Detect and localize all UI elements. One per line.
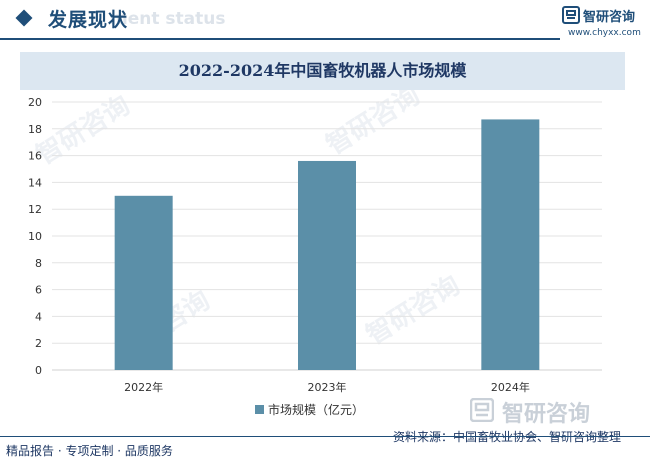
bar [114,195,173,370]
y-tick-label: 20 [28,96,42,109]
chart-title-bar: 2022-2024年中国畜牧机器人市场规模 [20,52,625,90]
footer-divider [0,436,650,437]
y-tick-label: 16 [28,150,42,163]
section-subtitle-ghost: ment status [110,9,226,29]
x-tick-label: 2024年 [491,380,530,394]
legend-swatch [255,405,264,414]
y-tick-label: 0 [35,364,42,377]
logo-icon [562,6,580,24]
x-tick-label: 2022年 [124,380,163,394]
x-tick-label: 2023年 [308,380,347,394]
y-tick-label: 8 [35,257,42,270]
y-tick-label: 4 [35,310,42,323]
y-tick-label: 18 [28,123,42,136]
footer-slogan: 精品报告 · 专项定制 · 品质服务 [6,444,173,458]
header-divider [0,38,560,40]
brand-name: 智研咨询 [583,10,636,25]
y-tick-label: 14 [28,176,42,189]
y-tick-label: 6 [35,284,42,297]
y-tick-label: 10 [28,230,42,243]
logo-icon [470,398,494,422]
legend-label: 市场规模（亿元） [268,402,364,417]
chart-title: 2022-2024年中国畜牧机器人市场规模 [178,61,467,80]
brand-logo: 智研咨询 www.chyxx.com [562,4,648,40]
diamond-icon [15,9,33,27]
y-tick-label: 12 [28,203,42,216]
watermark-logo: 智研咨询 [470,396,640,427]
bar [481,119,540,370]
brand-url: www.chyxx.com [568,28,641,38]
section-header: ment status 发展现状 [0,0,650,42]
watermark-brand-name: 智研咨询 [502,402,591,427]
bar [298,160,356,370]
section-title: 发展现状 [48,9,129,31]
y-tick-label: 2 [35,337,42,350]
